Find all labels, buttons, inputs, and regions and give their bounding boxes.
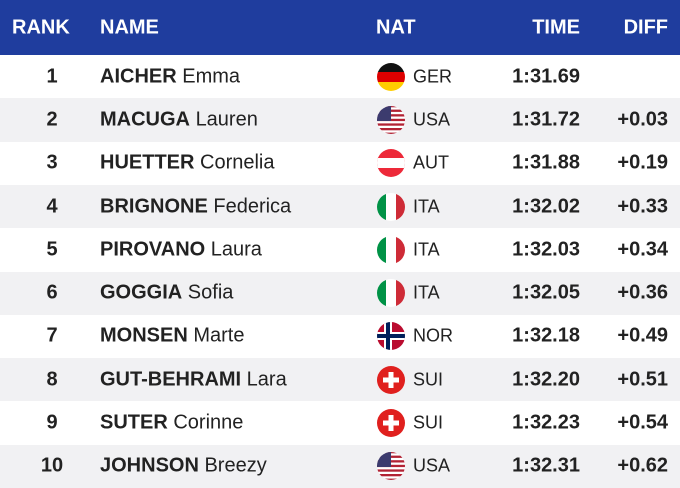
- table-row: 7 MONSEN Marte NOR 1:32.18 +0.49: [0, 315, 680, 358]
- athlete-name: GUT-BEHRAMI Lara: [100, 368, 287, 391]
- nation: USA: [413, 109, 451, 130]
- nation: ITA: [413, 196, 440, 217]
- surname: HUETTER: [100, 151, 195, 174]
- table-row: 8 GUT-BEHRAMI Lara SUI 1:32.20 +0.51: [0, 358, 680, 402]
- surname: SUTER: [100, 411, 168, 434]
- table-row: 6 GOGGIA Sofia ITA 1:32.05 +0.36: [0, 271, 680, 315]
- diff: +0.62: [617, 454, 668, 477]
- surname: JOHNSON: [100, 454, 199, 477]
- flag: [376, 321, 406, 351]
- nation: SUI: [413, 369, 444, 390]
- time: 1:32.18: [512, 324, 580, 347]
- first-name: Breezy: [204, 454, 267, 477]
- nation: ITA: [413, 282, 440, 303]
- first-name: Lauren: [195, 108, 258, 131]
- flag: [376, 408, 406, 438]
- flag: [376, 105, 406, 135]
- nation: USA: [413, 455, 451, 476]
- nation: ITA: [413, 239, 440, 260]
- athlete-name: AICHER Emma: [100, 65, 240, 88]
- surname: BRIGNONE: [100, 195, 208, 218]
- rank: 8: [46, 368, 58, 391]
- nation: SUI: [413, 412, 444, 433]
- rank: 1: [46, 65, 58, 88]
- table-row: 1 AICHER Emma GER 1:31.69: [0, 55, 680, 98]
- time: 1:32.31: [512, 454, 580, 477]
- surname: PIROVANO: [100, 238, 206, 261]
- time: 1:32.23: [512, 411, 580, 434]
- nation: AUT: [413, 152, 449, 173]
- first-name: Corinne: [173, 411, 244, 434]
- table-row: 4 BRIGNONE Federica ITA 1:32.02 +0.33: [0, 184, 680, 229]
- flag: [376, 451, 406, 481]
- first-name: Marte: [193, 324, 245, 347]
- rank: 9: [46, 411, 58, 434]
- first-name: Cornelia: [200, 151, 275, 174]
- athlete-name: BRIGNONE Federica: [100, 195, 291, 218]
- surname: GUT-BEHRAMI: [100, 368, 242, 391]
- diff: +0.36: [617, 281, 668, 304]
- flag: [376, 235, 406, 265]
- first-name: Lara: [246, 368, 287, 391]
- flag: [376, 192, 406, 222]
- diff: +0.51: [617, 368, 668, 391]
- table-row: 5 PIROVANO Laura ITA 1:32.03 +0.34: [0, 228, 680, 271]
- athlete-name: SUTER Corinne: [100, 412, 243, 435]
- nation: NOR: [413, 325, 453, 346]
- surname: MACUGA: [100, 108, 190, 131]
- header-cell: NAME: [100, 16, 159, 38]
- flag: [376, 365, 406, 395]
- diff: +0.33: [617, 195, 668, 218]
- header-cell: DIFF: [623, 16, 668, 38]
- surname: MONSEN: [100, 324, 188, 347]
- rank: 5: [46, 238, 58, 261]
- rank: 7: [46, 324, 58, 347]
- time: 1:32.05: [512, 281, 580, 304]
- first-name: Sofia: [187, 281, 234, 304]
- athlete-name: MONSEN Marte: [100, 325, 244, 348]
- flag: [376, 278, 406, 308]
- diff: +0.19: [617, 151, 668, 174]
- diff: +0.34: [617, 238, 668, 261]
- flag: [376, 148, 406, 178]
- table-row: 9 SUTER Corinne SUI 1:32.23 +0.54: [0, 401, 680, 444]
- time: 1:31.88: [512, 151, 580, 174]
- surname: GOGGIA: [100, 281, 183, 304]
- surname: AICHER: [100, 65, 177, 88]
- rank: 3: [46, 151, 58, 174]
- time: 1:31.69: [512, 65, 580, 88]
- time: 1:31.72: [512, 108, 580, 131]
- rank: 2: [46, 108, 58, 131]
- diff: +0.49: [617, 324, 668, 347]
- header-cell: RANK: [12, 16, 70, 38]
- athlete-name: HUETTER Cornelia: [100, 152, 275, 175]
- athlete-name: GOGGIA Sofia: [100, 282, 233, 305]
- header-row: RANK NAME NAT TIME DIFF: [0, 0, 680, 55]
- diff: +0.54: [617, 411, 668, 434]
- time: 1:32.20: [512, 368, 580, 391]
- header-cell: NAT: [376, 16, 416, 38]
- time: 1:32.03: [512, 238, 580, 261]
- athlete-name: MACUGA Lauren: [100, 108, 258, 131]
- rank: 10: [40, 454, 64, 477]
- rank: 6: [46, 281, 58, 304]
- first-name: Emma: [182, 65, 241, 88]
- athlete-name: PIROVANO Laura: [100, 238, 262, 261]
- nation: GER: [413, 66, 453, 87]
- table-row: 10 JOHNSON Breezy USA 1:32.31 +0.62: [0, 444, 680, 488]
- header-cell: TIME: [532, 16, 580, 38]
- first-name: Federica: [213, 195, 292, 218]
- time: 1:32.02: [512, 195, 580, 218]
- diff: +0.03: [617, 108, 668, 131]
- table-row: 2 MACUGA Lauren USA 1:31.72 +0.03: [0, 98, 680, 142]
- athlete-name: JOHNSON Breezy: [100, 455, 267, 478]
- table-row: 3 HUETTER Cornelia AUT 1:31.88 +0.19: [0, 142, 680, 185]
- first-name: Laura: [210, 238, 262, 261]
- rank: 4: [46, 195, 58, 218]
- flag: [376, 62, 406, 92]
